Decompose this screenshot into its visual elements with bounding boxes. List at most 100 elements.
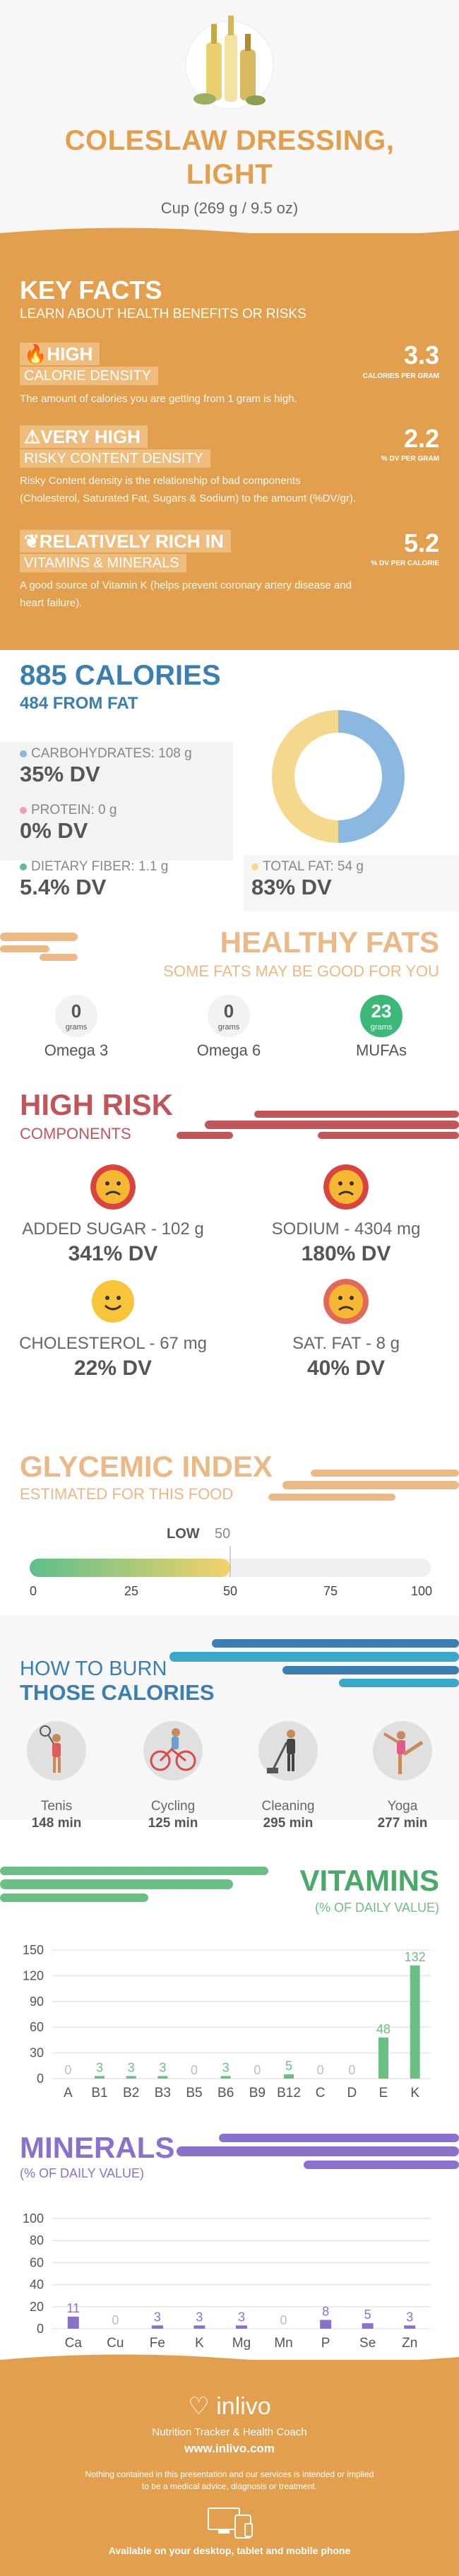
very-sad-face-icon	[90, 1164, 136, 1210]
decor-stripes-vitamins	[0, 1867, 268, 1902]
decor-stripes-left	[0, 933, 78, 961]
bar-value-label: 8	[322, 2305, 329, 2319]
bar-value-label: 3	[406, 2310, 413, 2324]
bar-B12	[284, 2074, 294, 2079]
bar-B3	[157, 2076, 168, 2079]
footer-tagline: Nutrition Tracker & Health Coach	[152, 2426, 307, 2438]
fat-stat: TOTAL FAT: 54 g 83% DV	[251, 859, 364, 899]
decor-stripes-glycemic	[268, 1470, 459, 1501]
cleaning-icon	[267, 1730, 295, 1773]
sodium-dv: 180% DV	[301, 1242, 391, 1265]
wave-divider	[0, 228, 459, 244]
glycemic-fill	[30, 1559, 230, 1577]
fiber-dot-icon	[20, 863, 27, 870]
footer: ♡ inlivo Nutrition Tracker & Health Coac…	[0, 2354, 459, 2576]
bar-Fe	[151, 2325, 163, 2329]
burn-title-1: HOW TO BURN	[20, 1658, 167, 1680]
bar-value-label: 3	[238, 2310, 245, 2324]
glycemic-scale	[30, 1546, 431, 1577]
minerals-bar-chart: 0 20 40 60 80 100 11 Ca 0 Cu 3 Fe 3 K 3 Mg 0 Mn 8 P 5 Se 3 Zn	[23, 2211, 431, 2351]
omega6-circle: 0 grams	[208, 995, 250, 1037]
bar-value-label: 5	[285, 2059, 292, 2073]
wave-divider-bottom	[0, 636, 459, 648]
bottles-illustration	[185, 16, 274, 110]
protein-dot-icon	[20, 807, 27, 814]
y-tick-label: 60	[30, 2020, 44, 2034]
donut-slice-fat	[272, 710, 339, 843]
cleaning-minutes: 295 min	[263, 1816, 314, 1831]
vitamins-bar-chart: 0 30 60 90 120 150 0 A 3 B1 3 B2 3 B3 0 B5 3 B6 0 B9 5 B12 0 C 0…	[23, 1943, 431, 2101]
fact-unit-1: CALORIES PER GRAM	[362, 372, 439, 380]
bar-K	[410, 1965, 420, 2079]
category-label: Cu	[107, 2336, 124, 2351]
tennis-label: Tenis	[40, 1799, 73, 1814]
carbs-stat: CARBOHYDRATES: 108 g 35% DV	[20, 746, 192, 786]
heart-icon: ♡	[188, 2393, 210, 2420]
category-label: Zn	[402, 2336, 417, 2351]
glycemic-level: LOW	[167, 1526, 200, 1542]
sat-fat-dv: 40% DV	[306, 1357, 386, 1380]
vitamins-subtitle: (% OF DAILY VALUE)	[314, 1901, 439, 1915]
cycling-minutes: 125 min	[148, 1816, 198, 1831]
y-tick-label: 150	[23, 1943, 44, 1957]
yoga-circle	[373, 1721, 432, 1780]
very-sad-face-icon	[323, 1164, 369, 1210]
fact-name-1: CALORIE DENSITY	[20, 367, 159, 385]
category-label: E	[379, 2086, 388, 2101]
omega3-label: Omega 3	[44, 1041, 109, 1059]
warning-icon: ⚠	[24, 426, 41, 447]
category-label: B12	[277, 2086, 301, 2101]
carbs-dot-icon	[20, 750, 27, 757]
minerals-subtitle: (% OF DAILY VALUE)	[20, 2166, 145, 2180]
key-facts-section: KEY FACTS LEARN ABOUT HEALTH BENEFITS OR…	[0, 228, 459, 650]
category-label: P	[321, 2336, 330, 2351]
glycemic-ticks: 0 25 50 75 100	[0, 1584, 459, 1602]
minerals-title: MINERALS	[20, 2131, 175, 2164]
gi-tick: 50	[223, 1584, 238, 1598]
fact-value-3: 5.2	[403, 528, 439, 557]
gi-tick: 0	[30, 1584, 37, 1598]
calories-title: 885 CALORIES	[20, 660, 221, 691]
bar-value-label: 0	[191, 2063, 198, 2077]
y-tick-label: 0	[37, 2072, 44, 2086]
category-label: Ca	[65, 2336, 83, 2351]
footer-url[interactable]: www.inlivo.com	[184, 2442, 275, 2455]
cleaning-circle	[258, 1721, 318, 1780]
cyclist-icon	[150, 1728, 196, 1771]
category-label: B9	[249, 2086, 266, 2101]
bar-value-label: 3	[222, 2060, 230, 2074]
protein-box	[0, 797, 233, 861]
fact-desc-2: Risky Content density is the relationshi…	[20, 475, 357, 504]
yoga-label: Yoga	[387, 1799, 418, 1814]
bar-value-label: 3	[196, 2310, 203, 2324]
fact-level-1: 🔥HIGH	[20, 343, 100, 365]
category-label: B2	[123, 2086, 139, 2101]
category-label: K	[410, 2086, 419, 2101]
sad-face-icon	[323, 1279, 369, 1324]
cholesterol-dv: 22% DV	[73, 1357, 153, 1380]
header: COLESLAW DRESSING, LIGHT Cup (269 g / 9.…	[0, 0, 459, 233]
fact-value-2: 2.2	[403, 424, 439, 453]
bar-E	[378, 2037, 388, 2079]
category-label: B3	[155, 2086, 171, 2101]
fact-level-2: ⚠VERY HIGH	[20, 425, 148, 448]
food-title: COLESLAW DRESSING, LIGHT	[0, 124, 459, 191]
mufas-label: MUFAs	[355, 1041, 407, 1059]
footer-devices: Available on your desktop, tablet and mo…	[108, 2545, 351, 2556]
carbs-box	[0, 742, 233, 804]
bar-value-label: 3	[159, 2060, 166, 2074]
high-risk-title: HIGH RISK	[20, 1088, 174, 1121]
tennis-circle	[27, 1721, 86, 1780]
fat-box	[244, 855, 459, 911]
bar-B2	[126, 2076, 136, 2079]
bar-Mg	[236, 2325, 247, 2329]
footer-brand: ♡ inlivo	[188, 2393, 271, 2420]
fat-dot-icon	[251, 863, 258, 870]
bar-B6	[220, 2076, 231, 2079]
fact-name-3: VITAMINS & MINERALS	[20, 554, 186, 572]
healthy-fats-title: HEALTHY FATS	[220, 926, 439, 959]
y-tick-label: 60	[30, 2255, 44, 2269]
bar-P	[320, 2320, 332, 2329]
y-tick-label: 20	[30, 2300, 44, 2314]
bar-value-label: 11	[66, 2301, 80, 2315]
